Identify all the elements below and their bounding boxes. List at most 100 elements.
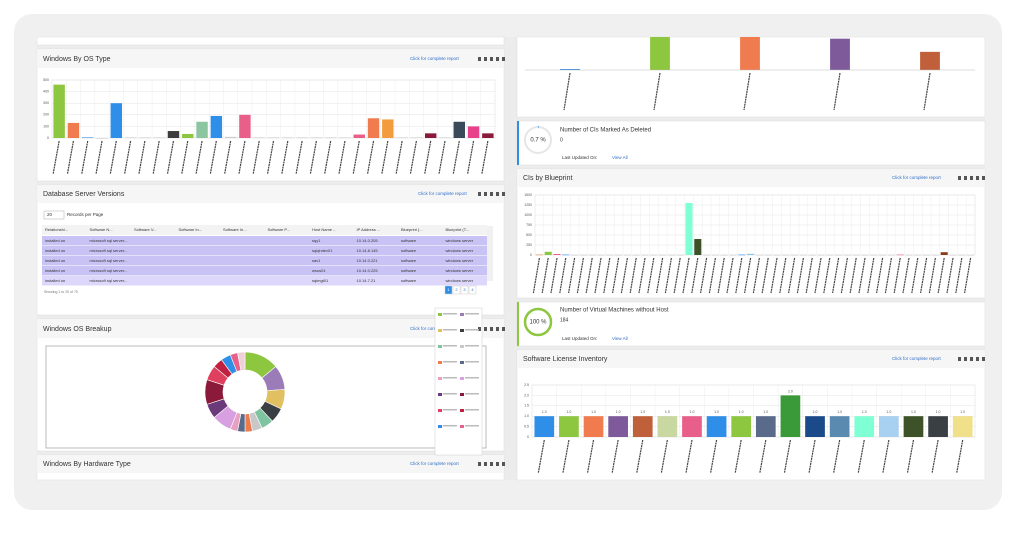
bar [606,254,614,256]
x-label-stub [882,439,890,474]
legend-swatch[interactable] [460,361,464,364]
legend-swatch[interactable] [460,409,464,412]
bar [738,254,746,256]
x-label-stub [586,439,595,474]
accent [517,121,519,165]
value-label: 1.0 [911,410,916,414]
legend-swatch[interactable] [438,393,442,396]
x-label-stub [796,257,804,294]
legend-swatch[interactable] [460,425,464,428]
header-icon[interactable] [502,192,505,196]
bar [282,137,294,139]
legend-swatch[interactable] [438,409,442,412]
header-icon[interactable] [958,357,961,361]
legend-swatch[interactable] [438,329,442,332]
legend-swatch[interactable] [460,377,464,380]
page-button[interactable] [460,285,469,295]
legend-swatch[interactable] [438,377,442,380]
legend-swatch[interactable] [460,393,464,396]
bar [410,137,423,139]
report-link[interactable]: Click for complete report [410,56,460,61]
cell: installed on [45,248,65,253]
report-link[interactable]: Click for complete report [410,461,460,466]
header-icon[interactable] [478,327,481,331]
legend-swatch[interactable] [438,361,442,364]
table-row[interactable] [42,246,487,256]
header-icon[interactable] [982,176,985,180]
header-icon[interactable] [490,327,493,331]
header-icon[interactable] [478,57,481,61]
bar [571,254,579,256]
x-label-stub [660,439,668,474]
header-icon[interactable] [490,192,493,196]
legend-swatch[interactable] [438,425,442,428]
cell: sqlqhdev01 [312,248,333,253]
table-row[interactable] [42,236,487,246]
records-select[interactable] [43,210,65,220]
report-link[interactable]: Click for complete report [892,175,942,180]
header-icon[interactable] [490,57,493,61]
header-icon[interactable] [502,57,505,61]
cell: sqy1 [312,238,321,243]
table-row[interactable] [42,266,487,276]
page-button[interactable] [468,285,477,295]
header-icon[interactable] [478,462,481,466]
scrollbar[interactable] [487,226,493,281]
header-icon[interactable] [496,192,499,196]
header-icon[interactable] [970,357,973,361]
x-label-stub [893,257,901,294]
legend-box [434,307,483,456]
header-icon[interactable] [496,327,499,331]
x-label-stub [708,257,716,294]
table-row[interactable] [42,256,487,266]
view-all[interactable]: View All [612,336,628,341]
cell: software [401,268,417,273]
header-icon[interactable] [496,57,499,61]
report-link[interactable]: Click for complete report [418,191,468,196]
bar-chart: 0 250 500 750 1000 1250 1500 [524,193,976,294]
header-icon[interactable] [484,192,487,196]
legend-swatch[interactable] [438,345,442,348]
bar [650,37,670,70]
header-icon[interactable] [490,462,493,466]
page-button[interactable] [452,285,461,295]
table-row[interactable] [42,276,487,286]
header-icon[interactable] [502,462,505,466]
legend-swatch[interactable] [460,313,464,316]
legend-swatch[interactable] [460,345,464,348]
bar [544,251,552,255]
bar [685,203,693,255]
legend-swatch[interactable] [460,329,464,332]
cell: installed on [45,238,65,243]
header-icon[interactable] [964,357,967,361]
y-tick-label: 1.0 [524,414,529,418]
x-label-stub [840,257,848,294]
legend-text-line [465,313,479,315]
view-all[interactable]: View All [612,155,628,160]
header-icon[interactable] [970,176,973,180]
header-icon[interactable] [502,327,505,331]
bar [182,133,194,138]
y-tick-label: 2.5 [524,383,529,387]
header-icon[interactable] [958,176,961,180]
bar [53,84,65,138]
header-icon[interactable] [484,57,487,61]
panel-header [517,169,985,187]
header-icon[interactable] [976,176,979,180]
header-icon[interactable] [484,327,487,331]
y-tick-label: 0.5 [524,425,529,429]
y-tick-label: 0 [527,435,529,439]
bar [467,126,480,138]
header-icon[interactable] [496,462,499,466]
bar [296,137,308,139]
header-icon[interactable] [478,192,481,196]
legend-swatch[interactable] [438,313,442,316]
header-icon[interactable] [976,357,979,361]
x-label-stub [563,72,571,111]
report-link[interactable]: Click for complete report [892,356,942,361]
header-icon[interactable] [982,357,985,361]
header-icon[interactable] [484,462,487,466]
x-label-stub [814,257,822,294]
header-icon[interactable] [964,176,967,180]
page-button[interactable] [444,285,453,295]
